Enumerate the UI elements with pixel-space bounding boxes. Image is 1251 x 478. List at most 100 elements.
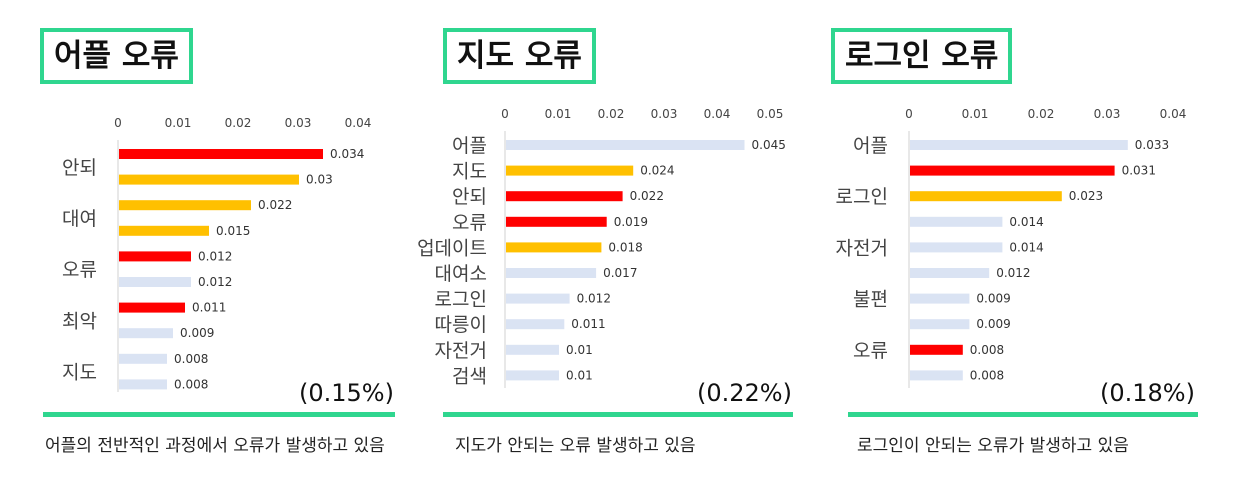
bar — [910, 370, 963, 381]
caption: 로그인이 안되는 오류가 발생하고 있음 — [857, 436, 1129, 456]
data-label: 0.03 — [306, 173, 333, 187]
category-label: 로그인 — [836, 186, 888, 208]
bar — [506, 140, 745, 150]
category-label: 로그인 — [435, 289, 487, 311]
bar — [119, 328, 173, 339]
category-label: 안되 — [452, 186, 487, 208]
bar — [506, 216, 607, 227]
x-tick-label: 0.03 — [1094, 107, 1121, 121]
bar — [910, 344, 963, 355]
category-label: 업데이트 — [417, 237, 487, 259]
panel-title: 로그인 오류 — [831, 28, 1013, 84]
bar — [910, 191, 1062, 202]
bar — [119, 251, 191, 262]
data-label: 0.012 — [996, 266, 1030, 280]
bar — [506, 191, 623, 202]
data-label: 0.012 — [198, 275, 232, 289]
percent-label: (0.15%) — [299, 379, 394, 407]
bar — [910, 242, 1003, 253]
data-label: 0.033 — [1135, 138, 1169, 152]
data-label: 0.009 — [976, 317, 1010, 331]
bar — [119, 149, 323, 159]
data-label: 0.012 — [198, 249, 232, 263]
data-label: 0.01 — [566, 368, 593, 382]
x-tick-label: 0.05 — [757, 107, 784, 121]
bar — [119, 302, 185, 313]
x-tick-label: 0.04 — [345, 116, 372, 130]
caption: 지도가 안되는 오류 발생하고 있음 — [455, 436, 696, 456]
bar — [506, 344, 559, 355]
data-label: 0.008 — [174, 352, 208, 366]
bar-chart: 0 0.01 0.02 0.03 0.04 0.034 0.03 0.022 0.015 0.01… — [62, 116, 372, 392]
data-label: 0.019 — [614, 215, 648, 229]
bar — [910, 319, 970, 330]
x-tick-label: 0.03 — [285, 116, 312, 130]
data-label: 0.022 — [258, 198, 292, 212]
green-divider — [848, 412, 1198, 417]
category-label: 최악 — [62, 310, 97, 332]
bar — [119, 225, 209, 236]
category-label: 어플 — [452, 135, 487, 157]
x-tick-label: 0.04 — [1160, 107, 1187, 121]
bar — [910, 293, 970, 304]
data-label: 0.01 — [566, 343, 593, 357]
bar — [506, 319, 565, 330]
x-tick-label: 0.04 — [704, 107, 731, 121]
panel-title: 어플 오류 — [40, 28, 193, 84]
bar — [910, 268, 990, 278]
data-label: 0.009 — [180, 326, 214, 340]
category-label: 안되 — [62, 157, 97, 179]
caption: 어플의 전반적인 과정에서 오류가 발생하고 있음 — [45, 436, 385, 456]
data-label: 0.015 — [216, 224, 250, 238]
bar — [506, 268, 597, 278]
data-label: 0.023 — [1069, 189, 1103, 203]
x-tick-label: 0.01 — [962, 107, 989, 121]
data-label: 0.008 — [970, 368, 1004, 382]
data-label: 0.031 — [1122, 164, 1156, 178]
data-label: 0.014 — [1009, 240, 1043, 254]
percent-label: (0.18%) — [1100, 379, 1195, 407]
green-divider — [43, 412, 395, 417]
category-label: 지도 — [452, 161, 487, 183]
bar — [506, 165, 634, 176]
x-tick-label: 0.02 — [225, 116, 252, 130]
bar — [119, 353, 167, 364]
x-tick-label: 0 — [501, 107, 509, 121]
x-tick-label: 0.01 — [545, 107, 572, 121]
data-label: 0.008 — [174, 377, 208, 391]
bar — [119, 174, 299, 185]
x-tick-label: 0.02 — [598, 107, 625, 121]
data-label: 0.024 — [640, 164, 674, 178]
data-label: 0.009 — [976, 292, 1010, 306]
data-label: 0.018 — [608, 240, 642, 254]
data-label: 0.014 — [1009, 215, 1043, 229]
chart-panel-map-error: 지도 오류 0 0.01 0.02 0.03 0.04 0.05 0.045 0.024 0.0… — [417, 28, 793, 456]
category-label: 자전거 — [836, 237, 888, 259]
data-label: 0.011 — [192, 301, 226, 315]
category-label: 오류 — [452, 212, 487, 234]
data-label: 0.011 — [571, 317, 605, 331]
category-label: 오류 — [853, 340, 888, 362]
chart-panel-app-error: 어플 오류 0 0.01 0.02 0.03 0.04 0.034 0.03 0.022 0.0… — [0, 0, 420, 478]
category-label: 불편 — [853, 289, 888, 311]
category-label: 지도 — [62, 362, 97, 384]
data-label: 0.045 — [752, 138, 786, 152]
category-label: 따릉이 — [435, 314, 487, 336]
bar — [506, 293, 570, 304]
bar — [910, 140, 1128, 150]
data-label: 0.034 — [330, 147, 364, 161]
data-label: 0.012 — [577, 292, 611, 306]
category-label: 오류 — [62, 259, 97, 281]
category-label: 검색 — [452, 365, 487, 387]
x-tick-label: 0 — [905, 107, 913, 121]
bar — [506, 370, 559, 381]
data-label: 0.008 — [970, 343, 1004, 357]
bar — [506, 242, 602, 253]
green-divider — [443, 412, 793, 417]
category-label: 대여 — [62, 208, 97, 230]
category-label: 대여소 — [435, 263, 487, 285]
x-tick-label: 0.03 — [651, 107, 678, 121]
category-label: 어플 — [853, 135, 888, 157]
